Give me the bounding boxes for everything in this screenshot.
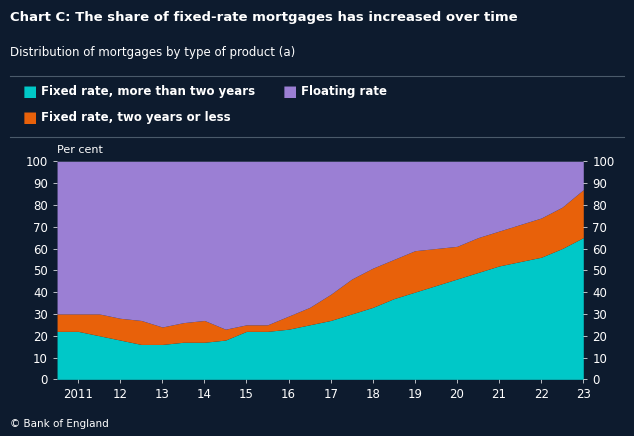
Text: ■: ■ (282, 84, 297, 99)
Text: Per cent: Per cent (57, 145, 103, 155)
Text: Fixed rate, more than two years: Fixed rate, more than two years (41, 85, 256, 98)
Text: Fixed rate, two years or less: Fixed rate, two years or less (41, 111, 231, 124)
Text: Distribution of mortgages by type of product (a): Distribution of mortgages by type of pro… (10, 46, 295, 59)
Text: ■: ■ (22, 84, 37, 99)
Text: Floating rate: Floating rate (301, 85, 387, 98)
Text: ■: ■ (22, 110, 37, 125)
Text: Chart C: The share of fixed-rate mortgages has increased over time: Chart C: The share of fixed-rate mortgag… (10, 11, 517, 24)
Text: © Bank of England: © Bank of England (10, 419, 108, 429)
